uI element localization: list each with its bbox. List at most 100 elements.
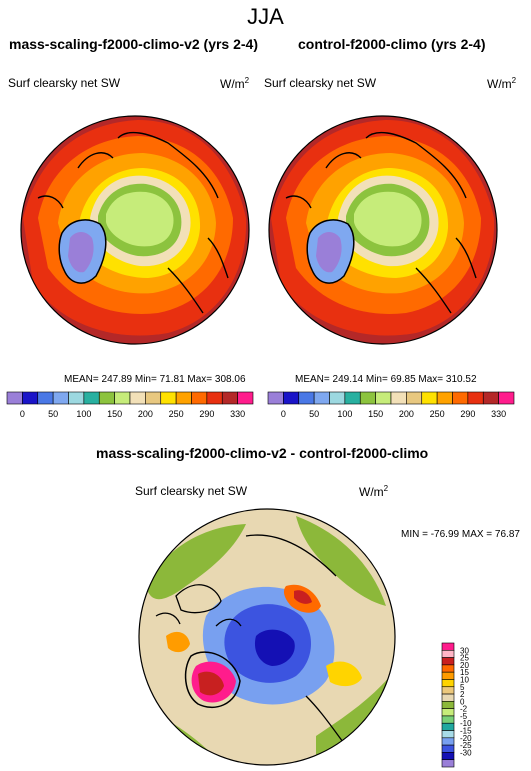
diff-colorbar-swatch-14 [441, 744, 455, 753]
panel2-colorbar-tick-label: 200 [399, 409, 414, 419]
panel1-colorbar-tick-label: 0 [20, 409, 25, 419]
panel2-colorbar-swatch-12 [452, 391, 469, 405]
panel1-colorbar-swatch-0 [6, 391, 23, 405]
panel2-colorbar-swatch-7 [375, 391, 392, 405]
panel2-colorbar-swatch-9 [406, 391, 423, 405]
panel1-colorbar-tick-label: 290 [199, 409, 214, 419]
panel1-colorbar-swatch-14 [221, 391, 238, 405]
diff-colorbar-swatch-0 [441, 642, 455, 651]
panel1-polar-map [20, 115, 250, 345]
diff-colorbar-tick-label: 10 [460, 675, 469, 684]
panel2-colorbar-tick-label: 290 [460, 409, 475, 419]
panel1-colorbar-swatch-13 [206, 391, 223, 405]
diff-colorbar-tick-label: -15 [460, 727, 472, 736]
diff-colorbar-swatch-12 [441, 730, 455, 739]
panel1-colorbar-swatch-1 [22, 391, 39, 405]
panel2-colorbar-tick-label: 150 [368, 409, 383, 419]
panel2-polar-map [268, 115, 498, 345]
diff-colorbar-swatch-13 [441, 737, 455, 746]
panel1-colorbar-swatch-7 [114, 391, 131, 405]
panel2-colorbar-swatch-14 [482, 391, 499, 405]
panel2-colorbar-swatch-11 [436, 391, 453, 405]
diff-colorbar-tick-label: -30 [460, 748, 472, 757]
diff-colorbar-swatch-7 [441, 693, 455, 702]
diff-colorbar-swatch-1 [441, 649, 455, 658]
panel2-colorbar-tick-label: 50 [309, 409, 319, 419]
diff-colorbar-tick-label: 20 [460, 661, 469, 670]
diff-colorbar-tick-label: 30 [460, 646, 469, 655]
panel1-colorbar-swatch-6 [98, 391, 115, 405]
panel2-colorbar-swatch-6 [359, 391, 376, 405]
diff-colorbar-tick-label: -10 [460, 719, 472, 728]
panel1-colorbar-swatch-11 [175, 391, 192, 405]
diff-colorbar-swatch-10 [441, 715, 455, 724]
panel2-variable-label: Surf clearsky net SW [264, 76, 377, 90]
diff-polar-map [138, 508, 396, 766]
diff-variable-label: Surf clearsky net SW [135, 484, 248, 498]
diff-colorbar-tick-label: 25 [460, 654, 469, 663]
diff-colorbar-tick-label: 0 [460, 697, 465, 706]
panel1-colorbar-swatch-10 [160, 391, 177, 405]
panel1-colorbar-swatch-3 [52, 391, 69, 405]
diff-colorbar-tick-label: 15 [460, 668, 469, 677]
diff-colorbar-swatch-4 [441, 671, 455, 680]
diff-colorbar-swatch-2 [441, 657, 455, 666]
panel2-title: control-f2000-climo (yrs 2-4) [298, 36, 486, 52]
panel1-colorbar-tick-label: 330 [230, 409, 245, 419]
diff-colorbar-swatch-11 [441, 722, 455, 731]
diff-colorbar-swatch-5 [441, 679, 455, 688]
panel1-colorbar-swatch-4 [68, 391, 85, 405]
panel2-colorbar-tick-label: 0 [281, 409, 286, 419]
diff-units: W/m2 [359, 484, 389, 499]
diff-colorbar-tick-label: -5 [460, 712, 468, 721]
diff-stats: MIN = -76.99 MAX = 76.87 [401, 529, 520, 540]
panel2-colorbar-swatch-15 [498, 391, 515, 405]
panel1-colorbar-swatch-9 [145, 391, 162, 405]
panel2-colorbar-tick-label: 330 [491, 409, 506, 419]
diff-colorbar-tick-label: -25 [460, 741, 472, 750]
panel1-title: mass-scaling-f2000-climo-v2 (yrs 2-4) [9, 36, 258, 52]
panel1-colorbar-swatch-15 [237, 391, 254, 405]
panel2-colorbar-swatch-4 [329, 391, 346, 405]
panel1-colorbar-swatch-5 [83, 391, 100, 405]
season-title: JJA [247, 4, 284, 29]
diff-colorbar-swatch-15 [441, 752, 455, 761]
panel1-stats: MEAN= 247.89 Min= 71.81 Max= 308.06 [64, 374, 246, 385]
panel2-colorbar-tick-label: 100 [337, 409, 352, 419]
panel2-colorbar: 0 50 100 150 200 250 290 330 [267, 391, 515, 419]
diff-colorbar-tick-label: 5 [460, 683, 465, 692]
diff-colorbar-tick-label: -2 [460, 705, 468, 714]
top-colorbars: 0 50 100 150 200 250 290 330 0 50 100 150 200 250 290… [6, 391, 515, 419]
diff-colorbar-swatch-16 [441, 759, 455, 768]
panel2-colorbar-swatch-1 [283, 391, 300, 405]
diff-title: mass-scaling-f2000-climo-v2 - control-f2… [96, 445, 429, 461]
panel2-colorbar-swatch-3 [313, 391, 330, 405]
panel1-colorbar: 0 50 100 150 200 250 290 330 [6, 391, 254, 419]
diff-colorbar-swatch-8 [441, 701, 455, 709]
panel1-variable-label: Surf clearsky net SW [8, 76, 121, 90]
panel2-colorbar-tick-label: 250 [430, 409, 445, 419]
panel1-colorbar-tick-label: 250 [169, 409, 184, 419]
panel1-units: W/m2 [220, 76, 250, 91]
panel1-colorbar-tick-label: 50 [48, 409, 58, 419]
panel1-colorbar-swatch-8 [129, 391, 146, 405]
panel2-colorbar-swatch-5 [344, 391, 361, 405]
panel2-colorbar-swatch-0 [267, 391, 284, 405]
panel2-colorbar-swatch-10 [421, 391, 438, 405]
panel2-colorbar-swatch-8 [390, 391, 407, 405]
panel2-units: W/m2 [487, 76, 517, 91]
diff-colorbar-tick-label: -20 [460, 734, 472, 743]
panel2-stats: MEAN= 249.14 Min= 69.85 Max= 310.52 [295, 374, 477, 385]
diff-colorbar-tick-label: 2 [460, 690, 465, 699]
panel1-colorbar-swatch-2 [37, 391, 54, 405]
panel2-colorbar-swatch-13 [467, 391, 484, 405]
panel1-colorbar-tick-label: 150 [107, 409, 122, 419]
diff-colorbar-swatch-9 [441, 708, 455, 717]
diff-colorbar-swatch-3 [441, 664, 455, 673]
panel2-colorbar-swatch-2 [298, 391, 315, 405]
panel1-colorbar-tick-label: 200 [138, 409, 153, 419]
panel1-colorbar-tick-label: 100 [76, 409, 91, 419]
panel1-colorbar-swatch-12 [191, 391, 208, 405]
diff-colorbar-swatch-6 [441, 686, 455, 695]
